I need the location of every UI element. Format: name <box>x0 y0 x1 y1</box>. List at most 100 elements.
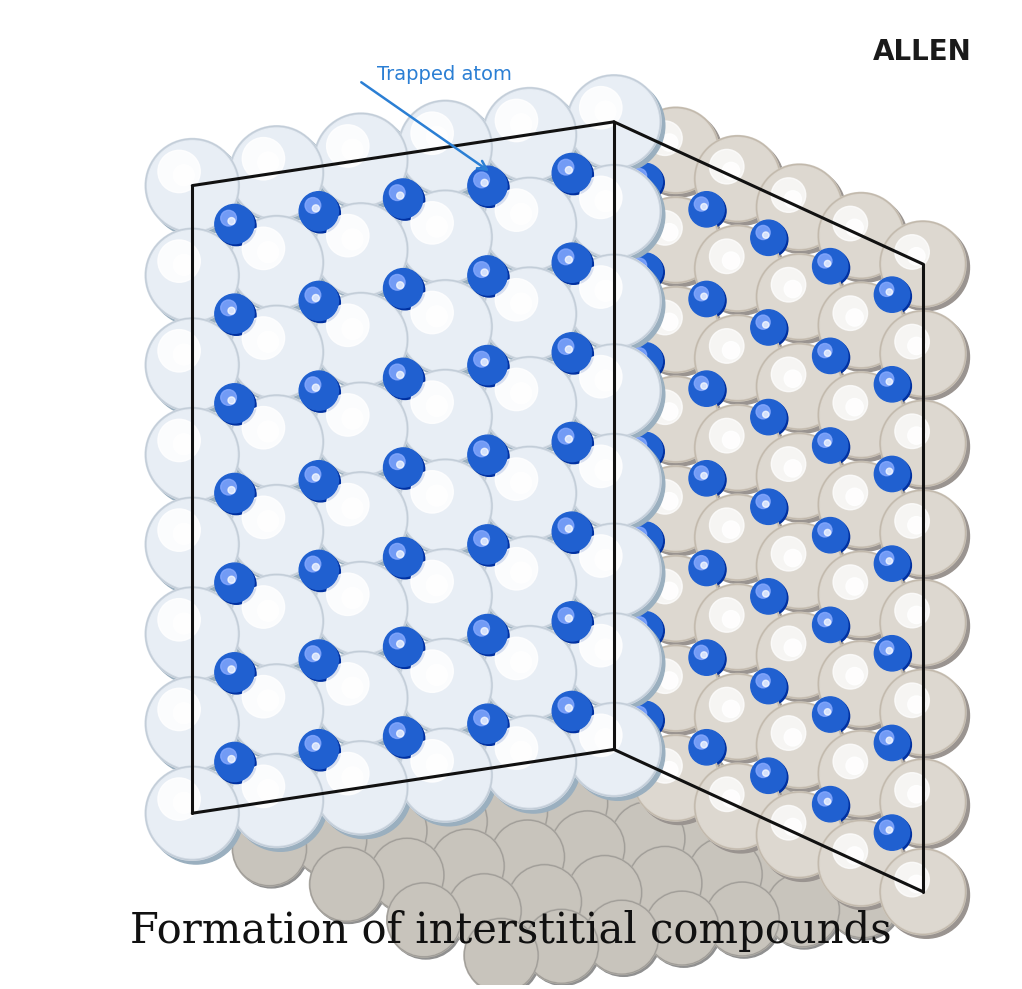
Circle shape <box>486 629 580 723</box>
Circle shape <box>468 525 507 564</box>
Circle shape <box>447 873 521 948</box>
Circle shape <box>299 192 338 230</box>
Circle shape <box>312 849 382 920</box>
Circle shape <box>639 175 645 181</box>
Circle shape <box>758 704 840 786</box>
Circle shape <box>599 733 616 751</box>
Circle shape <box>157 777 228 849</box>
Circle shape <box>492 822 563 892</box>
Circle shape <box>882 582 964 664</box>
Circle shape <box>565 346 572 353</box>
Circle shape <box>147 409 237 499</box>
Circle shape <box>552 691 592 731</box>
Circle shape <box>217 745 257 783</box>
Circle shape <box>756 522 842 609</box>
Circle shape <box>752 402 788 436</box>
Circle shape <box>558 159 573 175</box>
Circle shape <box>752 671 788 705</box>
Circle shape <box>833 476 868 509</box>
Circle shape <box>818 551 904 637</box>
Circle shape <box>385 271 425 310</box>
Circle shape <box>314 113 408 207</box>
Circle shape <box>633 645 718 732</box>
Circle shape <box>230 754 324 848</box>
Circle shape <box>481 269 489 276</box>
Circle shape <box>827 865 898 937</box>
Circle shape <box>709 508 744 543</box>
Circle shape <box>558 249 573 265</box>
Circle shape <box>456 731 530 805</box>
Circle shape <box>691 463 726 497</box>
Circle shape <box>401 551 490 640</box>
Circle shape <box>496 368 538 410</box>
Circle shape <box>571 168 657 254</box>
Circle shape <box>484 90 574 179</box>
Circle shape <box>411 650 454 692</box>
Circle shape <box>174 703 194 724</box>
Circle shape <box>383 717 423 757</box>
Circle shape <box>570 258 664 352</box>
Circle shape <box>636 111 723 197</box>
Circle shape <box>599 554 616 571</box>
Circle shape <box>694 494 781 581</box>
Circle shape <box>759 167 846 254</box>
Circle shape <box>846 489 864 505</box>
Circle shape <box>694 315 781 402</box>
Circle shape <box>569 857 644 932</box>
Circle shape <box>633 107 718 194</box>
Circle shape <box>145 138 239 232</box>
Circle shape <box>576 712 651 786</box>
Circle shape <box>756 405 771 419</box>
Circle shape <box>316 385 406 474</box>
Circle shape <box>772 626 805 661</box>
Circle shape <box>484 628 574 717</box>
Circle shape <box>825 709 831 715</box>
Circle shape <box>313 205 320 212</box>
Circle shape <box>639 265 645 271</box>
Circle shape <box>413 784 487 858</box>
Circle shape <box>633 466 718 552</box>
Circle shape <box>611 801 685 876</box>
Circle shape <box>756 522 842 609</box>
Circle shape <box>426 127 448 147</box>
Circle shape <box>709 418 744 453</box>
Circle shape <box>482 177 576 271</box>
Circle shape <box>628 847 702 921</box>
Circle shape <box>825 350 831 356</box>
Circle shape <box>468 345 507 385</box>
Circle shape <box>579 445 622 488</box>
Circle shape <box>628 342 662 378</box>
Circle shape <box>694 225 781 312</box>
Circle shape <box>511 383 531 404</box>
Circle shape <box>145 497 239 591</box>
Circle shape <box>633 107 718 194</box>
Circle shape <box>697 496 779 579</box>
Circle shape <box>756 702 842 788</box>
Circle shape <box>585 900 659 974</box>
Circle shape <box>633 645 718 732</box>
Circle shape <box>723 610 740 628</box>
Circle shape <box>327 215 369 257</box>
Circle shape <box>447 873 521 948</box>
Circle shape <box>812 517 848 553</box>
Circle shape <box>147 320 237 409</box>
Circle shape <box>313 743 320 750</box>
Circle shape <box>689 461 725 495</box>
Circle shape <box>751 490 786 524</box>
Circle shape <box>533 765 608 841</box>
Circle shape <box>758 435 840 517</box>
Circle shape <box>882 493 964 574</box>
Circle shape <box>316 205 406 295</box>
Circle shape <box>751 221 786 255</box>
Circle shape <box>633 735 718 821</box>
Circle shape <box>660 762 678 778</box>
Circle shape <box>697 406 779 489</box>
Circle shape <box>389 185 405 201</box>
Circle shape <box>230 485 324 579</box>
Circle shape <box>486 540 580 634</box>
Circle shape <box>818 641 904 727</box>
Circle shape <box>648 480 683 514</box>
Circle shape <box>694 315 781 402</box>
Circle shape <box>574 441 660 527</box>
Circle shape <box>385 181 425 221</box>
